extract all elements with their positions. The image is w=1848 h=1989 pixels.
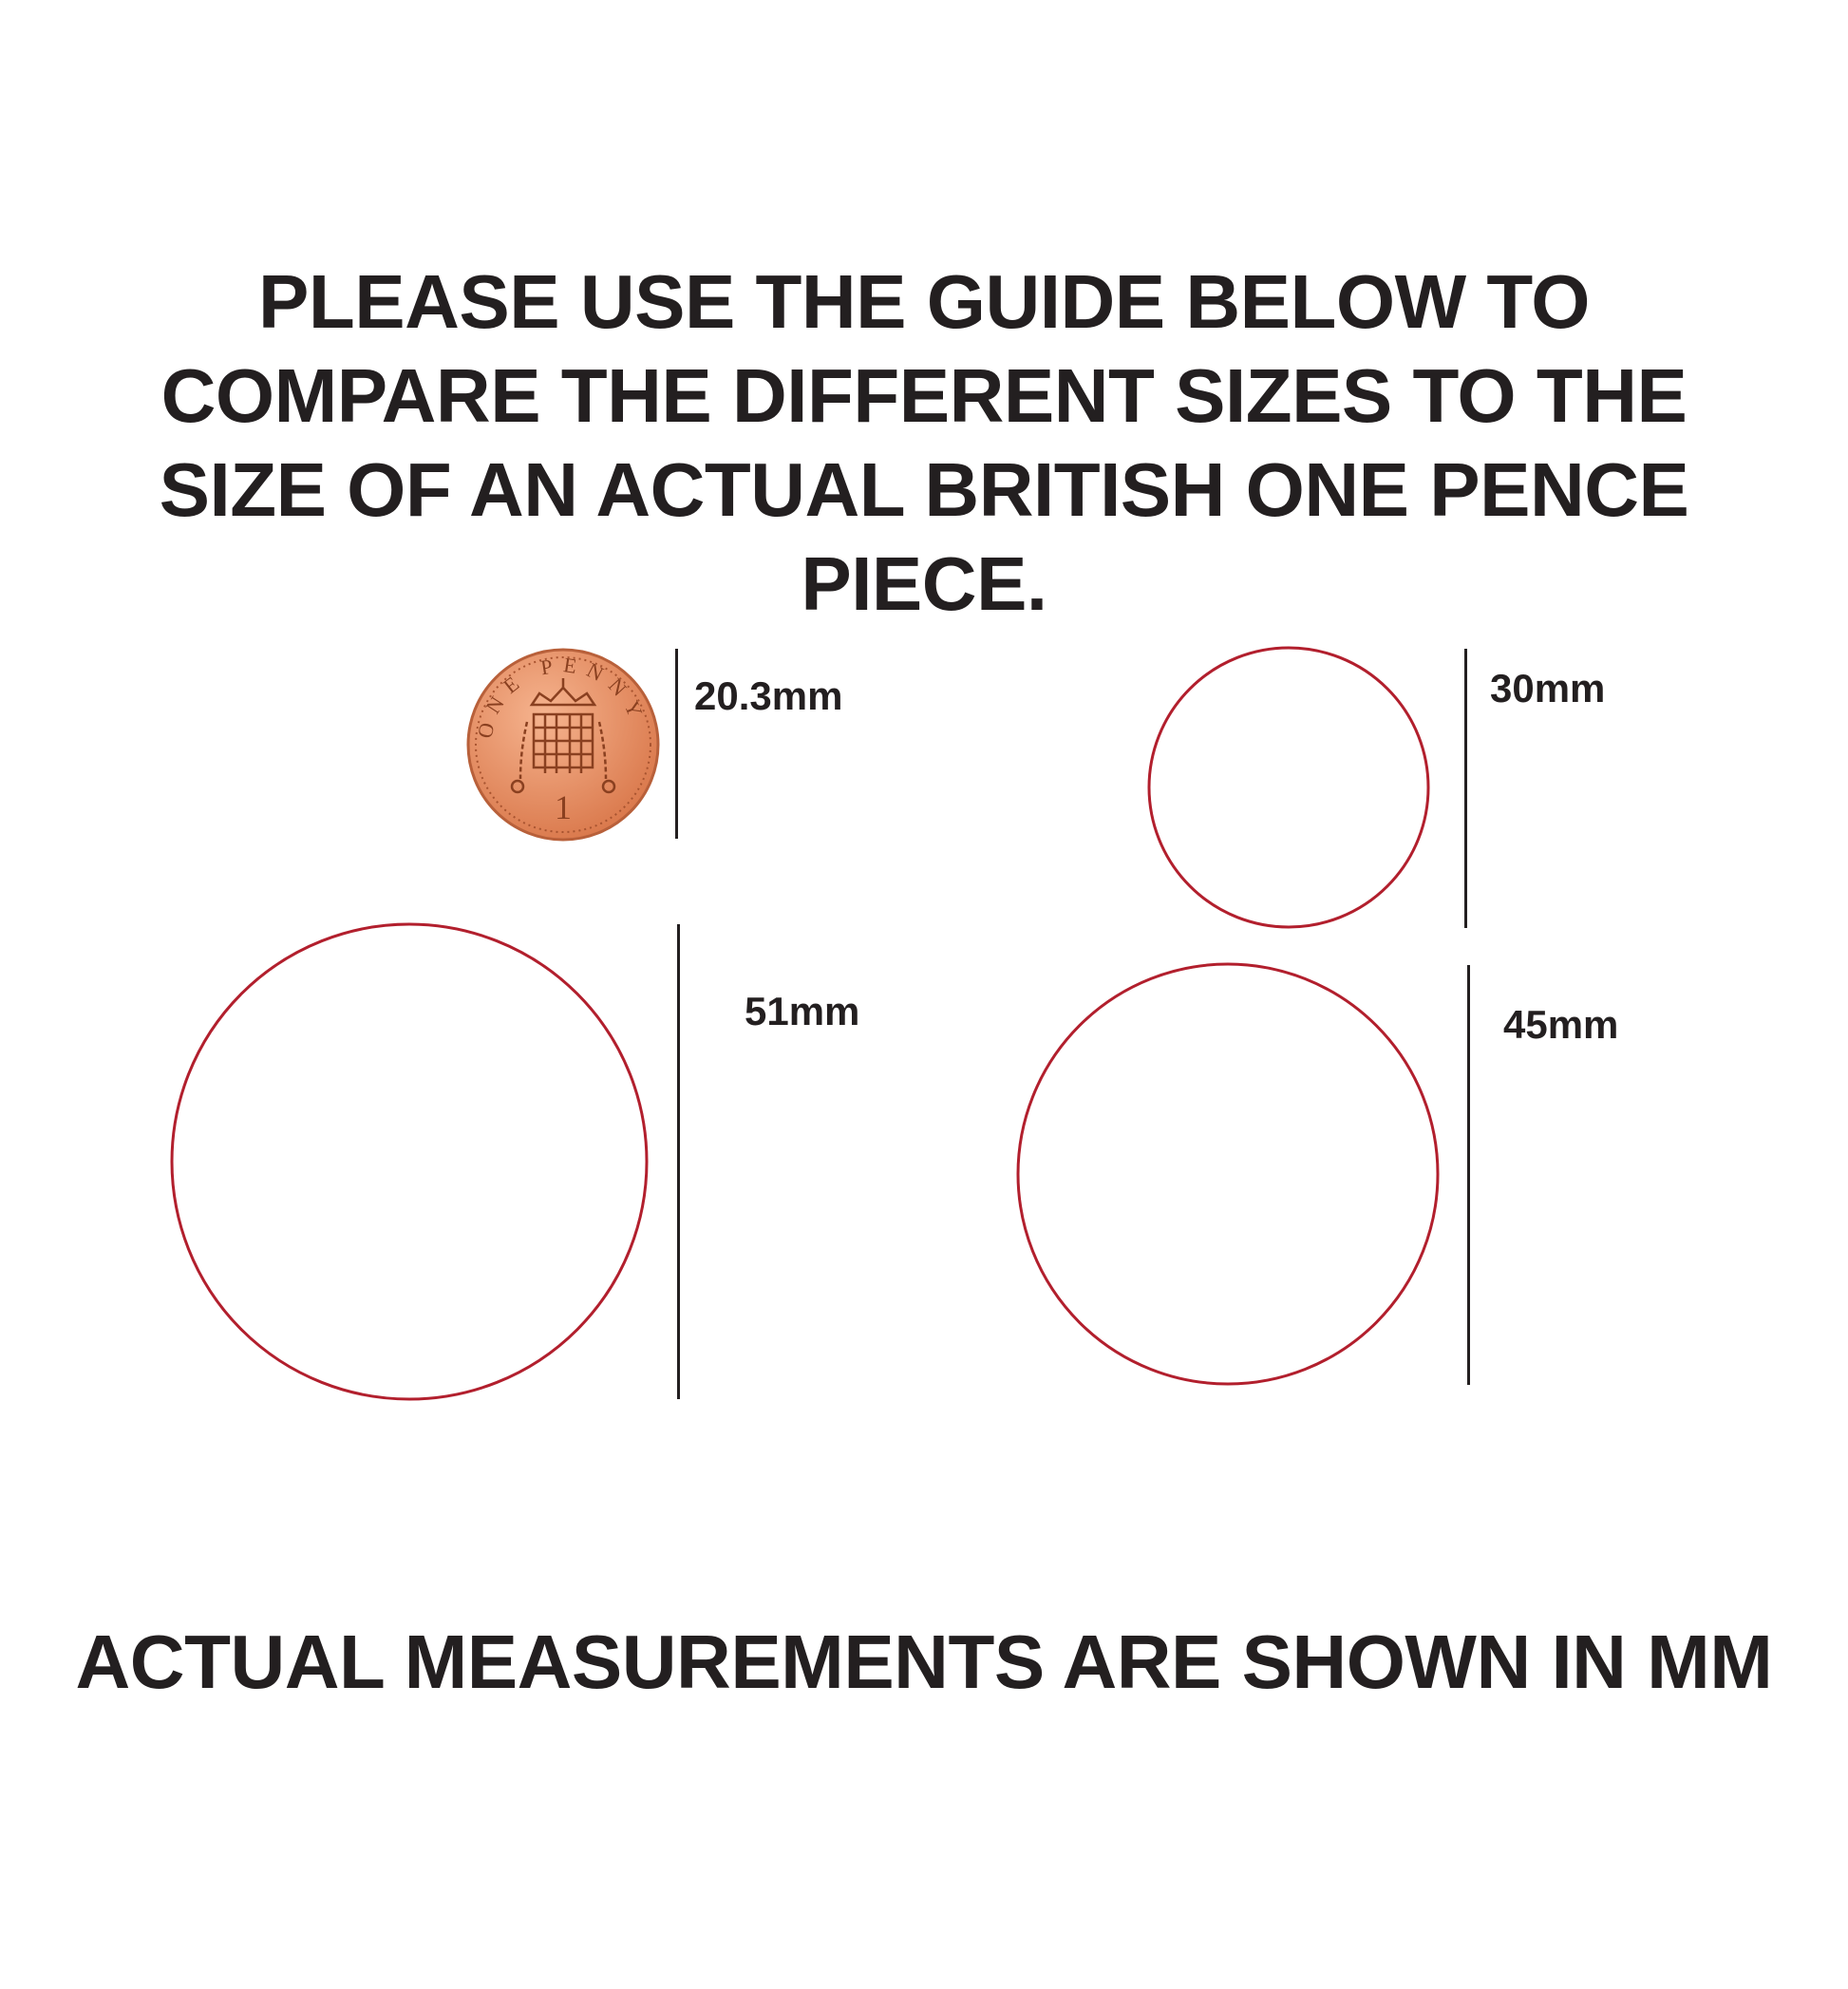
portcullis-icon [510, 678, 616, 794]
size-label-45mm: 45mm [1503, 1002, 1619, 1047]
page-heading: PLEASE USE THE GUIDE BELOW TO COMPARE TH… [0, 255, 1848, 631]
footer-note: ACTUAL MEASUREMENTS ARE SHOWN IN MM [75, 1620, 1773, 1704]
coin-numeral: 1 [555, 788, 572, 826]
heading-line: COMPARE THE DIFFERENT SIZES TO THE [160, 353, 1688, 438]
coin-size-label: 20.3mm [694, 673, 843, 718]
penny-coin-image: ONE PENNY 1 [466, 648, 660, 842]
circle-30mm [1147, 646, 1430, 929]
measure-line-30mm [1464, 649, 1467, 928]
circle-45mm [1016, 962, 1440, 1386]
size-label-30mm: 30mm [1490, 666, 1606, 710]
heading-line: PLEASE USE THE GUIDE BELOW TO [258, 259, 1590, 344]
size-label-51mm: 51mm [745, 989, 860, 1033]
measure-line-51mm [677, 924, 680, 1399]
heading-line: SIZE OF AN ACTUAL BRITISH ONE PENCE [159, 447, 1689, 532]
coin-measure-line [675, 649, 678, 839]
circle-51mm [170, 922, 649, 1401]
heading-line: PIECE. [801, 541, 1047, 626]
measure-line-45mm [1467, 965, 1470, 1385]
